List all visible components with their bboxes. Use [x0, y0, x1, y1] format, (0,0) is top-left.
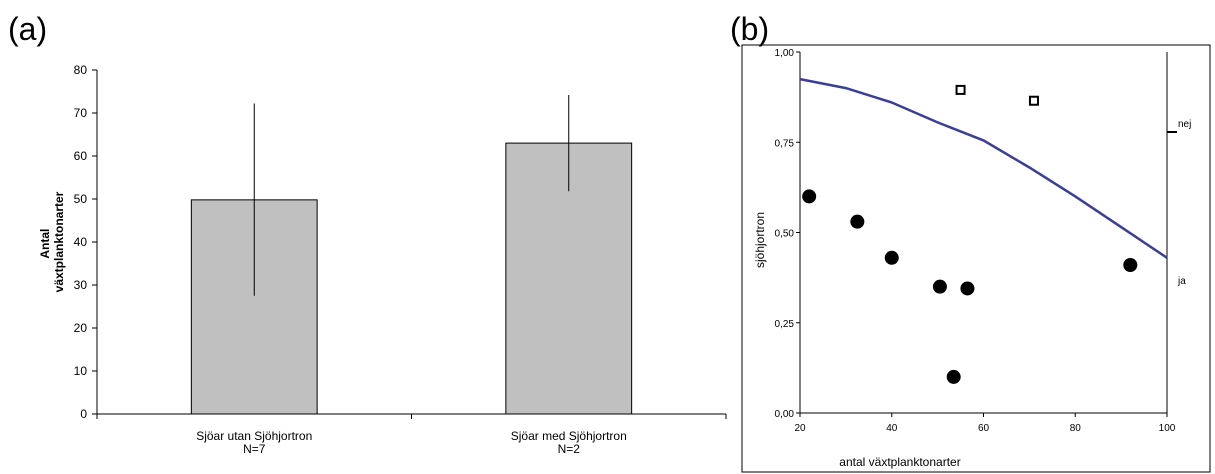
panel-b-plot: 20 40 60 80 100 0,00 0,25 0,50 0,75 1,00 [775, 48, 1176, 434]
panel-a-y-tick-label: 70 [74, 106, 88, 120]
panel-b-right-label-bottom: ja [1177, 276, 1186, 287]
panel-b-y-tick-label: 1,00 [775, 48, 795, 59]
panel-a-label: (a) [8, 11, 47, 47]
data-point-filled [802, 189, 817, 204]
panel-a-ylabel-line1: Antal [38, 229, 52, 259]
panel-a-y-tick-label: 30 [74, 278, 88, 292]
panel-a-category-label: N=2 [558, 442, 581, 456]
panel-b-right-label-top: nej [1178, 119, 1191, 130]
data-point-filled [884, 250, 899, 265]
panel-a-ylabel-line2: växtplanktonarter [52, 191, 66, 292]
panel-b-x-tick-label: 40 [886, 423, 898, 434]
fitted-curve [799, 77, 1168, 259]
panel-a-y-tick-label: 80 [74, 63, 88, 77]
panel-b-y-tick-label: 0,25 [775, 319, 795, 330]
panel-a-ylabel: Antal växtplanktonarter [38, 191, 66, 292]
panel-a-y-tick-label: 0 [80, 407, 87, 421]
panel-b-ylabel: sjöhjortron [753, 212, 767, 268]
panel-a-y-tick-label: 50 [74, 192, 88, 206]
panel-a-category-label: Sjöar utan Sjöhjortron [196, 429, 312, 443]
panel-a-y-tick-label: 20 [74, 321, 88, 335]
panel-b-frame [741, 44, 1211, 473]
panel-b-y-tick-label: 0,00 [775, 409, 795, 420]
panel-a-category-label: Sjöar med Sjöhjortron [511, 429, 627, 443]
data-point-filled [932, 279, 947, 294]
data-point-open [1028, 95, 1039, 106]
panel-b-xlabel: antal växtplanktonarter [839, 455, 960, 469]
panel-b-y-tick-label: 0,75 [775, 138, 795, 149]
panel-a-y-tick-label: 60 [74, 149, 88, 163]
data-point-filled [1123, 257, 1138, 272]
panel-b-x-tick-label: 80 [1070, 423, 1082, 434]
panel-a-y-tick-label: 40 [74, 235, 88, 249]
panel-b-x-tick-label: 20 [794, 423, 806, 434]
panel-a-category-label: N=7 [243, 442, 266, 456]
data-point-filled [960, 281, 975, 296]
panel-b-y-tick-label: 0,50 [775, 229, 795, 240]
panel-a-y-tick-label: 10 [74, 364, 88, 378]
data-point-filled [946, 369, 961, 384]
data-point-open [955, 84, 966, 95]
data-point-filled [850, 214, 865, 229]
panel-b-label: (b) [730, 11, 769, 47]
panel-b-x-tick-label: 60 [978, 423, 990, 434]
panel-b-x-tick-label: 100 [1159, 423, 1176, 434]
